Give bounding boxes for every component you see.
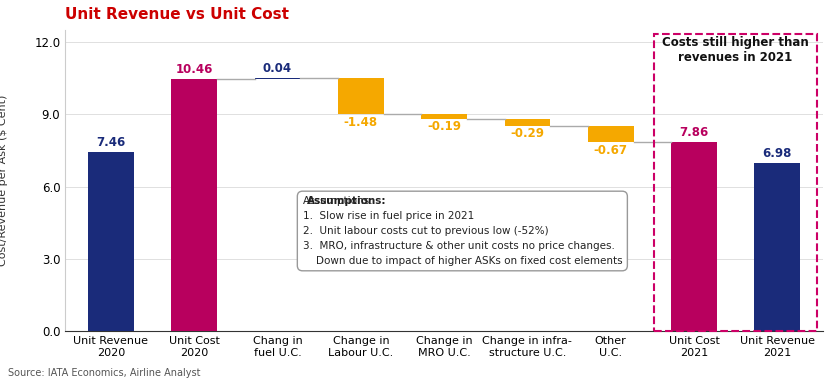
Bar — [671, 142, 717, 331]
Bar — [505, 119, 550, 125]
Text: -0.67: -0.67 — [593, 144, 627, 157]
Text: -1.48: -1.48 — [344, 116, 378, 129]
Text: 6.98: 6.98 — [763, 147, 792, 160]
Bar — [588, 125, 633, 142]
Text: -0.19: -0.19 — [427, 120, 461, 133]
Text: 7.46: 7.46 — [96, 136, 125, 149]
Bar — [255, 78, 300, 79]
Text: Costs still higher than
revenues in 2021: Costs still higher than revenues in 2021 — [662, 36, 809, 64]
Bar — [171, 79, 217, 331]
Text: -0.29: -0.29 — [510, 127, 544, 141]
Text: Unit Revenue vs Unit Cost: Unit Revenue vs Unit Cost — [66, 7, 289, 22]
Bar — [654, 34, 817, 331]
Bar — [88, 152, 134, 331]
Y-axis label: Cost/Revenue per Ask ($ Cent): Cost/Revenue per Ask ($ Cent) — [0, 95, 8, 266]
Text: Assumptions:
1.  Slow rise in fuel price in 2021
2.  Unit labour costs cut to pr: Assumptions: 1. Slow rise in fuel price … — [303, 196, 622, 266]
Bar — [338, 78, 383, 114]
Bar — [421, 114, 467, 119]
Text: Source: IATA Economics, Airline Analyst: Source: IATA Economics, Airline Analyst — [8, 368, 201, 378]
Text: 0.04: 0.04 — [263, 62, 292, 75]
Text: 7.86: 7.86 — [679, 126, 709, 139]
Text: Assumptions:: Assumptions: — [307, 196, 386, 206]
Text: 10.46: 10.46 — [176, 63, 213, 76]
Bar — [754, 163, 800, 331]
